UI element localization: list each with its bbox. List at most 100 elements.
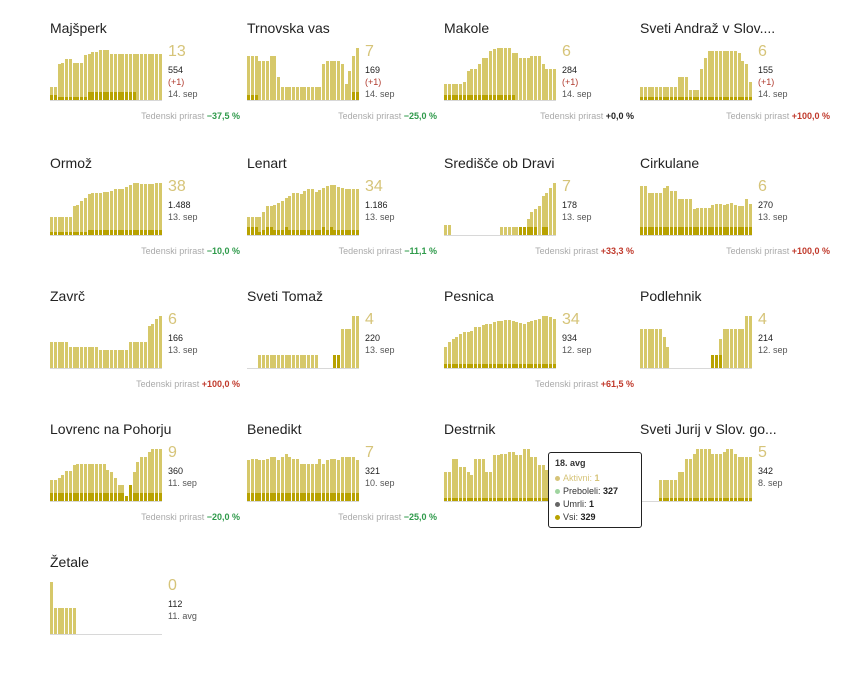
- chart-bar[interactable]: [277, 202, 281, 235]
- chart-bar[interactable]: [549, 317, 553, 368]
- bar-chart[interactable]: [444, 183, 556, 236]
- chart-bar[interactable]: [685, 76, 689, 100]
- chart-bar[interactable]: [303, 463, 307, 501]
- chart-bar[interactable]: [489, 323, 493, 368]
- chart-bar[interactable]: [50, 342, 53, 368]
- chart-bar[interactable]: [159, 449, 162, 501]
- chart-bar[interactable]: [337, 61, 341, 100]
- chart-bar[interactable]: [314, 463, 318, 501]
- municipality-card[interactable]: Sveti Tomaž 4 220 13. sep: [247, 288, 437, 408]
- chart-bar[interactable]: [299, 87, 303, 100]
- chart-bar[interactable]: [87, 463, 91, 501]
- chart-bar[interactable]: [733, 329, 737, 368]
- chart-bar[interactable]: [87, 54, 91, 100]
- chart-bar[interactable]: [688, 198, 692, 235]
- chart-bar[interactable]: [733, 454, 737, 501]
- chart-bar[interactable]: [722, 451, 726, 501]
- bar-chart[interactable]: [50, 48, 162, 101]
- chart-bar[interactable]: [333, 185, 337, 235]
- chart-bar[interactable]: [337, 187, 341, 235]
- chart-bar[interactable]: [733, 204, 737, 235]
- chart-bar[interactable]: [541, 316, 545, 368]
- chart-bar[interactable]: [325, 61, 329, 100]
- chart-bar[interactable]: [745, 456, 749, 501]
- chart-bar[interactable]: [647, 87, 651, 100]
- chart-bar[interactable]: [715, 203, 719, 235]
- chart-bar[interactable]: [352, 456, 356, 501]
- chart-bar[interactable]: [329, 185, 333, 235]
- chart-bar[interactable]: [61, 62, 65, 100]
- chart-bar[interactable]: [132, 183, 136, 235]
- chart-bar[interactable]: [53, 480, 57, 501]
- chart-bar[interactable]: [121, 349, 125, 368]
- chart-bar[interactable]: [273, 204, 277, 235]
- chart-bar[interactable]: [136, 342, 140, 368]
- chart-bar[interactable]: [474, 327, 478, 368]
- municipality-card[interactable]: Lenart 34 1.186 13. sep Tedenski prirast −11…: [247, 155, 437, 275]
- chart-bar[interactable]: [65, 216, 69, 235]
- chart-bar[interactable]: [151, 449, 155, 501]
- chart-bar[interactable]: [72, 206, 76, 235]
- chart-bar[interactable]: [113, 349, 117, 368]
- chart-bar[interactable]: [80, 347, 84, 368]
- chart-bar[interactable]: [730, 449, 734, 501]
- chart-bar[interactable]: [83, 347, 87, 368]
- chart-bar[interactable]: [726, 329, 730, 368]
- chart-bar[interactable]: [348, 329, 352, 368]
- chart-bar[interactable]: [68, 59, 72, 100]
- chart-bar[interactable]: [113, 477, 117, 501]
- chart-bar[interactable]: [65, 342, 69, 368]
- chart-bar[interactable]: [485, 58, 489, 100]
- chart-bar[interactable]: [726, 50, 730, 100]
- bar-chart[interactable]: [247, 449, 359, 502]
- municipality-card[interactable]: Lovrenc na Pohorju 9 360 11. sep Tedenski pr…: [50, 421, 240, 541]
- chart-bar[interactable]: [534, 55, 538, 100]
- chart-bar[interactable]: [53, 216, 57, 235]
- chart-bar[interactable]: [117, 189, 121, 235]
- chart-bar[interactable]: [511, 53, 515, 100]
- bar-chart[interactable]: [247, 48, 359, 101]
- chart-bar[interactable]: [113, 189, 117, 235]
- chart-bar[interactable]: [329, 459, 333, 501]
- chart-bar[interactable]: [549, 188, 553, 235]
- chart-bar[interactable]: [530, 55, 534, 100]
- chart-bar[interactable]: [715, 454, 719, 501]
- chart-bar[interactable]: [515, 53, 519, 100]
- chart-bar[interactable]: [526, 219, 530, 235]
- bar-chart[interactable]: [50, 449, 162, 502]
- chart-bar[interactable]: [280, 456, 284, 501]
- chart-bar[interactable]: [703, 207, 707, 235]
- chart-bar[interactable]: [745, 63, 749, 100]
- chart-bar[interactable]: [666, 480, 670, 501]
- chart-bar[interactable]: [658, 480, 662, 501]
- chart-bar[interactable]: [737, 456, 741, 501]
- chart-bar[interactable]: [500, 227, 504, 235]
- chart-bar[interactable]: [125, 54, 129, 100]
- chart-bar[interactable]: [265, 61, 269, 100]
- chart-bar[interactable]: [117, 54, 121, 100]
- chart-bar[interactable]: [711, 355, 715, 368]
- chart-bar[interactable]: [470, 475, 474, 501]
- chart-bar[interactable]: [492, 49, 496, 100]
- chart-bar[interactable]: [299, 463, 303, 501]
- chart-bar[interactable]: [647, 193, 651, 235]
- chart-bar[interactable]: [136, 54, 140, 100]
- chart-bar[interactable]: [722, 329, 726, 368]
- chart-bar[interactable]: [749, 203, 752, 235]
- chart-bar[interactable]: [314, 87, 318, 100]
- chart-bar[interactable]: [98, 193, 102, 235]
- chart-bar[interactable]: [72, 464, 76, 501]
- chart-bar[interactable]: [541, 196, 545, 235]
- municipality-card[interactable]: Zavrč 6 166 13. sep Tedenski prirast +100,0 …: [50, 288, 240, 408]
- chart-bar[interactable]: [98, 349, 102, 368]
- chart-bar[interactable]: [522, 227, 526, 235]
- chart-bar[interactable]: [80, 62, 84, 100]
- chart-bar[interactable]: [655, 329, 659, 368]
- chart-bar[interactable]: [522, 323, 526, 368]
- chart-bar[interactable]: [462, 467, 466, 501]
- chart-bar[interactable]: [125, 495, 129, 501]
- chart-bar[interactable]: [455, 336, 459, 368]
- chart-bar[interactable]: [711, 204, 715, 235]
- chart-bar[interactable]: [466, 71, 470, 100]
- chart-bar[interactable]: [128, 185, 132, 235]
